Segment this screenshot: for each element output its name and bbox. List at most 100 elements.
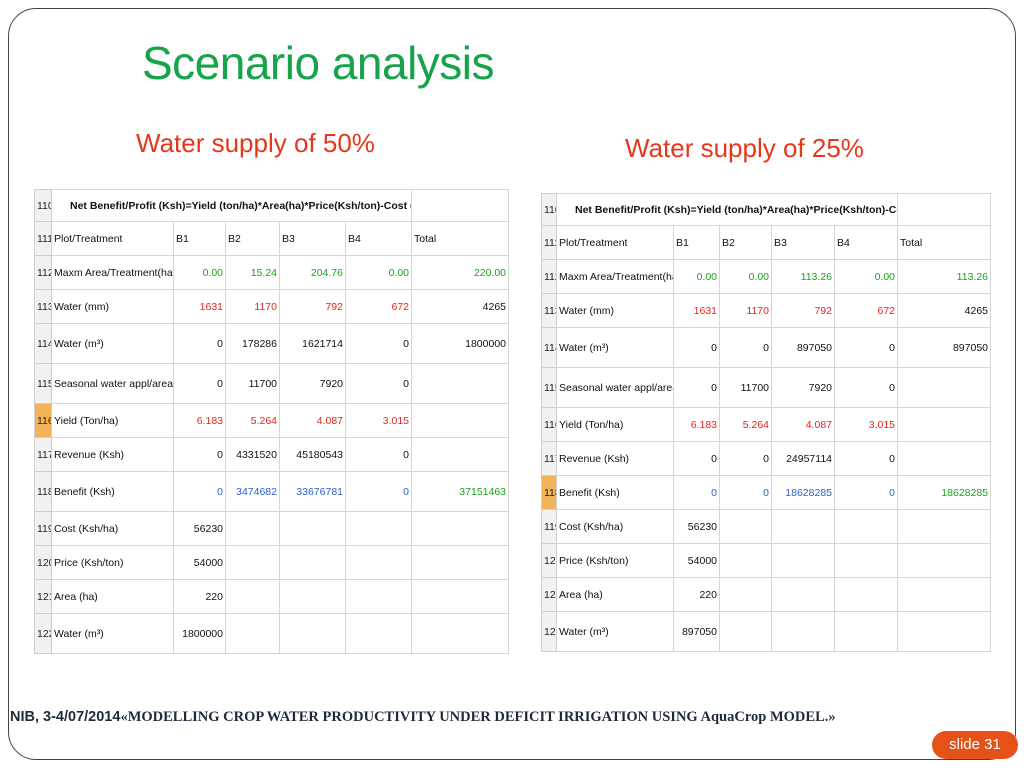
value-cell — [771, 611, 835, 652]
value-cell: 0 — [344, 471, 413, 512]
value-cell — [771, 543, 835, 578]
value-cell: 113.26 — [771, 259, 835, 294]
value-cell — [833, 509, 899, 544]
value-cell: 7920 — [771, 367, 835, 408]
value-cell: 1631 — [173, 289, 226, 324]
row-label: Cost (Ksh/ha) — [556, 509, 674, 544]
value-cell: 37151463 — [411, 471, 510, 512]
table-row: 121Area (ha)220 — [34, 579, 510, 614]
row-label: Water (mm) — [51, 289, 174, 324]
value-cell — [279, 579, 346, 614]
table-row: 112Maxm Area/Treatment(ha)0.0015.24204.7… — [34, 255, 510, 290]
row-label: Revenue (Ksh) — [51, 437, 174, 472]
value-cell: 672 — [344, 289, 413, 324]
empty-cell — [411, 189, 510, 222]
value-cell: 15.24 — [225, 255, 280, 290]
row-number: 117 — [34, 437, 52, 472]
header-cell: B3 — [279, 221, 346, 256]
value-cell: 1170 — [225, 289, 280, 324]
row-label: Water (m³) — [51, 323, 174, 364]
row-label: Seasonal water appl/area (m³/ha) — [51, 363, 174, 404]
value-cell: 4331520 — [225, 437, 280, 472]
value-cell: 3.015 — [344, 403, 413, 438]
header-cell: B1 — [673, 225, 720, 260]
row-label: Water (m³) — [51, 613, 174, 654]
value-cell: 6.183 — [173, 403, 226, 438]
value-cell: 56230 — [173, 511, 226, 546]
row-label: Yield (Ton/ha) — [51, 403, 174, 438]
footer-citation-text: «MODELLING CROP WATER PRODUCTIVITY UNDER… — [120, 709, 836, 725]
header-cell: B2 — [719, 225, 772, 260]
value-cell — [897, 441, 992, 476]
value-cell — [411, 437, 510, 472]
table-row: 122Water (m³)897050 — [541, 611, 992, 652]
value-cell — [225, 613, 280, 654]
value-cell: 56230 — [673, 509, 720, 544]
value-cell: 1800000 — [173, 613, 226, 654]
row-number: 121 — [541, 577, 557, 612]
value-cell: 0.00 — [344, 255, 413, 290]
footer-citation-prefix: NIB, 3-4/07/2014 — [10, 709, 121, 725]
row-number: 113 — [541, 293, 557, 328]
value-cell: 11700 — [225, 363, 280, 404]
value-cell: 3.015 — [833, 407, 899, 442]
value-cell — [771, 509, 835, 544]
value-cell — [411, 511, 510, 546]
footer-citation: NIB, 3-4/07/2014«MODELLING CROP WATER PR… — [10, 707, 970, 727]
value-cell — [833, 543, 899, 578]
value-cell: 792 — [279, 289, 346, 324]
table-row: 118Benefit (Ksh)034746823367678103715146… — [34, 471, 510, 512]
row-number: 110 — [541, 193, 557, 226]
value-cell: 0 — [173, 471, 226, 512]
value-cell: 45180543 — [279, 437, 346, 472]
value-cell: 0 — [719, 327, 772, 368]
table-row: 110Net Benefit/Profit (Ksh)=Yield (ton/h… — [34, 189, 510, 222]
value-cell: 0 — [833, 327, 899, 368]
value-cell — [719, 577, 772, 612]
value-cell — [411, 403, 510, 438]
row-number: 114 — [541, 327, 557, 368]
value-cell: 0 — [344, 363, 413, 404]
value-cell: 0 — [719, 441, 772, 476]
row-label: Seasonal water appl/area (m³/ha) — [556, 367, 674, 408]
value-cell — [225, 545, 280, 580]
row-label: Area (ha) — [556, 577, 674, 612]
value-cell: 0 — [833, 441, 899, 476]
value-cell: 0.00 — [719, 259, 772, 294]
row-number: 120 — [34, 545, 52, 580]
value-cell — [897, 367, 992, 408]
row-number: 112 — [34, 255, 52, 290]
table-row: 115Seasonal water appl/area (m³/ha)01170… — [541, 367, 992, 408]
row-number: 114 — [34, 323, 52, 364]
value-cell: 220.00 — [411, 255, 510, 290]
value-cell: 0.00 — [833, 259, 899, 294]
value-cell: 204.76 — [279, 255, 346, 290]
row-label: Plot/Treatment — [51, 221, 174, 256]
value-cell: 897050 — [771, 327, 835, 368]
row-label: Water (m³) — [556, 327, 674, 368]
table-row: 119Cost (Ksh/ha)56230 — [34, 511, 510, 546]
left-spreadsheet: 110Net Benefit/Profit (Ksh)=Yield (ton/h… — [34, 189, 510, 654]
value-cell: 0 — [673, 327, 720, 368]
value-cell — [411, 613, 510, 654]
value-cell — [411, 579, 510, 614]
value-cell — [411, 363, 510, 404]
value-cell — [344, 511, 413, 546]
row-number: 120 — [541, 543, 557, 578]
value-cell: 5.264 — [719, 407, 772, 442]
row-number: 115 — [34, 363, 52, 404]
value-cell — [344, 613, 413, 654]
value-cell: 24957114 — [771, 441, 835, 476]
table-row: 121Area (ha)220 — [541, 577, 992, 612]
value-cell: 7920 — [279, 363, 346, 404]
value-cell: 0 — [344, 437, 413, 472]
value-cell: 1800000 — [411, 323, 510, 364]
header-cell: B1 — [173, 221, 226, 256]
row-number: 116 — [34, 403, 52, 438]
value-cell: 178286 — [225, 323, 280, 364]
value-cell — [719, 543, 772, 578]
value-cell — [771, 577, 835, 612]
